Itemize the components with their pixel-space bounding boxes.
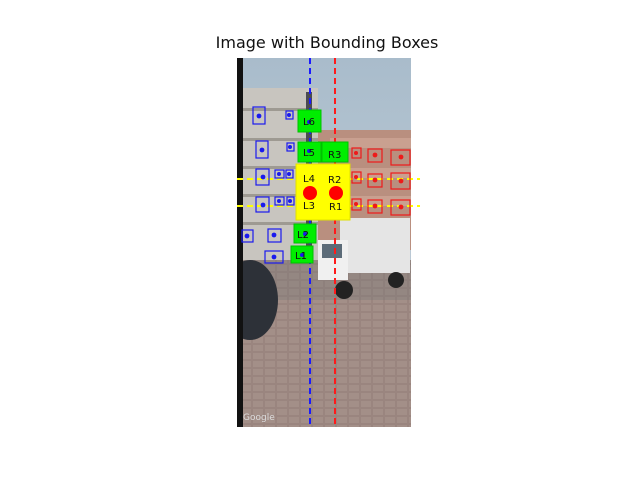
- left-box: [285, 110, 294, 120]
- label-L6: L6: [303, 117, 315, 128]
- left-box: [274, 169, 285, 179]
- right-box: [367, 148, 383, 163]
- label-R3: R3: [328, 150, 341, 161]
- left-box: [286, 196, 295, 206]
- right-box: [351, 198, 362, 211]
- right-keypoint: [329, 186, 343, 200]
- left-detection-boxes: [241, 106, 295, 264]
- right-box: [367, 199, 383, 214]
- right-box: [390, 199, 411, 216]
- parked-car: [237, 260, 278, 340]
- label-L2: L2: [297, 230, 309, 241]
- left-keypoint: [303, 186, 317, 200]
- label-R2: R2: [328, 175, 341, 186]
- left-box-centers: [244, 113, 292, 260]
- selected-left-boxes: [290, 109, 349, 264]
- left-box: [285, 169, 294, 179]
- right-box: [351, 171, 362, 184]
- figure-title: Image with Bounding Boxes: [215, 33, 439, 52]
- selected-box-centers: [300, 120, 311, 257]
- left-box: [274, 196, 285, 206]
- right-box: [367, 173, 383, 188]
- right-detection-boxes: [351, 147, 411, 216]
- label-L1: L1: [295, 251, 307, 262]
- right-box-centers: [354, 151, 404, 210]
- label-L5: L5: [303, 148, 315, 159]
- left-box: [267, 228, 282, 243]
- right-box: [390, 172, 411, 190]
- watermark-text: Google: [243, 413, 275, 423]
- left-box: [241, 229, 254, 243]
- label-L4: L4: [303, 174, 315, 185]
- left-box: [255, 140, 269, 159]
- box-R3: [321, 141, 349, 163]
- left-box: [286, 142, 295, 152]
- left-box: [255, 168, 270, 186]
- right-box: [390, 149, 411, 166]
- delivery-van: [340, 218, 410, 273]
- right-box: [351, 147, 362, 159]
- label-R1: R1: [329, 202, 342, 213]
- left-box: [255, 196, 270, 213]
- left-box: [264, 250, 284, 264]
- left-box: [252, 106, 266, 125]
- label-L3: L3: [303, 201, 315, 212]
